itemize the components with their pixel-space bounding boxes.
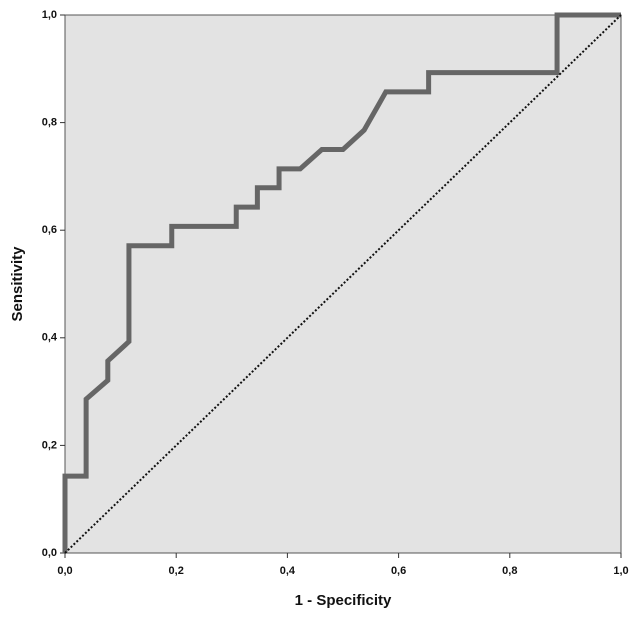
- roc-curve: [62, 12, 621, 553]
- reference-line: [64, 14, 622, 554]
- y-axis-title: Sensitivity: [9, 246, 26, 322]
- y-tick-label: 0,8: [42, 117, 57, 129]
- y-tick-label: 1,0: [42, 9, 57, 21]
- x-tick-label: 1,0: [613, 565, 628, 577]
- y-tick-label: 0,4: [42, 332, 58, 344]
- x-tick-label: 0,0: [57, 565, 72, 577]
- x-axis-title: 1 - Specificity: [295, 592, 392, 609]
- y-tick-label: 0,0: [42, 547, 57, 559]
- y-tick-label: 0,2: [42, 439, 57, 451]
- x-tick-label: 0,4: [280, 565, 296, 577]
- x-tick-label: 0,8: [502, 565, 517, 577]
- x-tick-label: 0,2: [169, 565, 184, 577]
- x-tick-label: 0,6: [391, 565, 406, 577]
- y-tick-label: 0,6: [42, 224, 57, 236]
